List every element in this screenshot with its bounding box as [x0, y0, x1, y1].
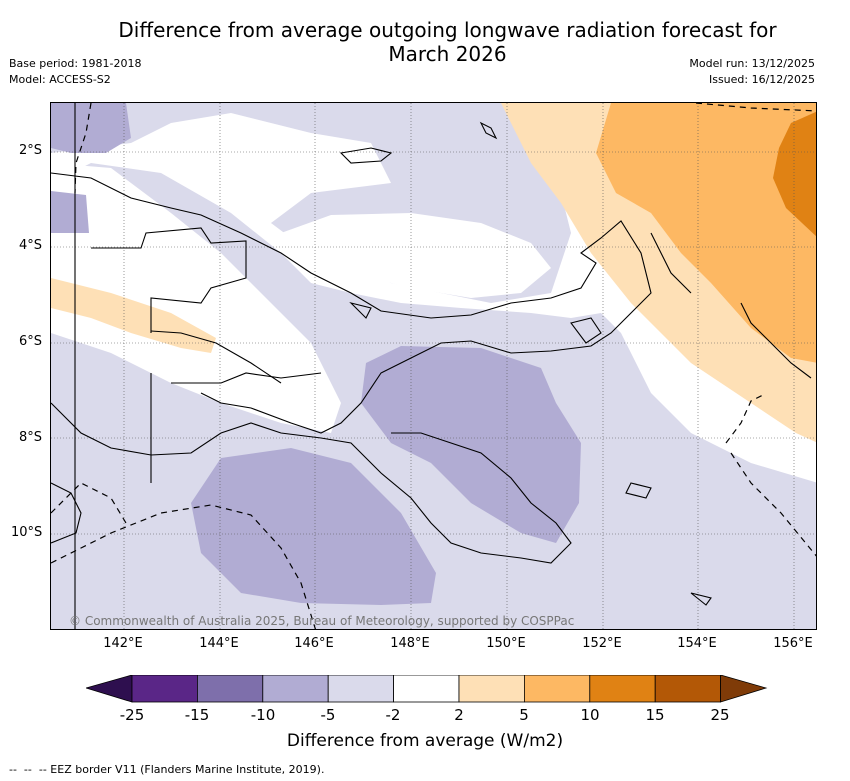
colorbar-segment-2	[197, 675, 264, 703]
eez-legend: -- -- -- EEZ border V11 (Flanders Marine…	[9, 763, 324, 776]
anomaly-dark-orange	[773, 111, 816, 237]
anomaly-orange	[596, 103, 816, 363]
lat-label-2s: 2°S	[19, 143, 43, 158]
base-period: Base period: 1981-2018	[9, 57, 142, 70]
lat-label-6s: 6°S	[19, 334, 43, 349]
lon-label-152e: 152°E	[582, 636, 622, 651]
anomaly-white	[51, 163, 551, 433]
colorbar-tick: -2	[385, 706, 401, 724]
lon-label-142e: 142°E	[103, 636, 143, 651]
graticule	[51, 103, 816, 629]
title-line-1: Difference from average outgoing longwav…	[118, 18, 777, 42]
anomaly-medium-purple	[51, 103, 581, 605]
colorbar-tick: 25	[710, 706, 730, 724]
colorbar-segment-6	[458, 675, 525, 703]
title-line-2: March 2026	[388, 42, 507, 66]
model-run: Model run: 13/12/2025	[689, 57, 815, 70]
colorbar-tick: 15	[645, 706, 665, 724]
eez-borders	[51, 103, 816, 629]
lon-label-144e: 144°E	[199, 636, 239, 651]
lat-label-8s: 8°S	[19, 430, 43, 445]
lat-label-10s: 10°S	[11, 525, 43, 540]
colorbar	[86, 675, 768, 703]
lon-label-148e: 148°E	[390, 636, 430, 651]
map-canvas	[51, 103, 816, 629]
copyright-notice: © Commonwealth of Australia 2025, Bureau…	[69, 614, 575, 628]
lon-label-150e: 150°E	[486, 636, 526, 651]
colorbar-tick: -25	[119, 706, 145, 724]
coastlines	[51, 103, 812, 629]
eez-legend-text: -- EEZ border V11 (Flanders Marine Insti…	[38, 763, 325, 776]
colorbar-label: Difference from average (W/m2)	[286, 731, 564, 751]
lat-label-4s: 4°S	[19, 238, 43, 253]
colorbar-segment-5	[393, 675, 460, 703]
lon-label-146e: 146°E	[294, 636, 334, 651]
colorbar-tick: 5	[519, 706, 529, 724]
colorbar-tick: -10	[250, 706, 276, 724]
colorbar-tick: -15	[184, 706, 210, 724]
colorbar-tick: 10	[580, 706, 600, 724]
colorbar-segment-9	[654, 675, 722, 703]
map-panel	[50, 102, 817, 630]
colorbar-segment-0	[86, 675, 133, 703]
colorbar-tick: 2	[454, 706, 464, 724]
lon-label-156e: 156°E	[773, 636, 813, 651]
colorbar-segment-1	[131, 675, 198, 703]
eez-dash-sample: -- --	[9, 763, 39, 776]
map-title: Difference from average outgoing longwav…	[0, 18, 850, 66]
lon-label-154e: 154°E	[677, 636, 717, 651]
colorbar-segment-4	[327, 675, 394, 703]
colorbar-tick: -5	[320, 706, 336, 724]
colorbar-segment-8	[589, 675, 656, 703]
model-name: Model: ACCESS-S2	[9, 73, 111, 86]
meta-left: Base period: 1981-2018 Model: ACCESS-S2	[9, 56, 141, 88]
colorbar-segment-10	[720, 675, 768, 703]
meta-right: Model run: 13/12/2025 Issued: 16/12/2025	[689, 56, 815, 88]
colorbar-segment-3	[262, 675, 329, 703]
colorbar-segment-7	[523, 675, 591, 703]
issued-date: Issued: 16/12/2025	[708, 73, 815, 86]
